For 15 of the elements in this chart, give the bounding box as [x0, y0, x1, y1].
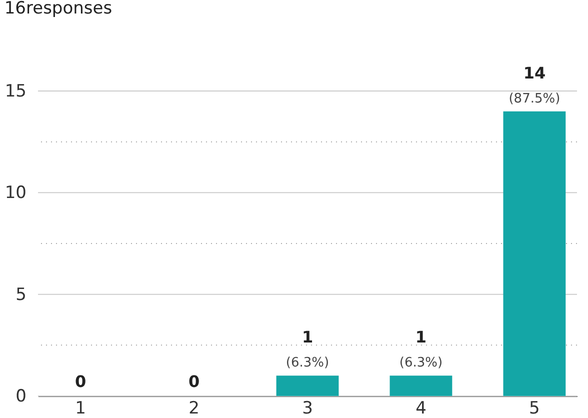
y-tick-label: 5: [16, 284, 26, 305]
x-tick-label: 4: [416, 398, 426, 418]
data-label: 0: [188, 372, 200, 391]
text: 14 (87.5%): [508, 63, 560, 106]
text: 1 (6.3%): [399, 328, 443, 371]
y-tick-label: 10: [4, 183, 26, 204]
chart-title: 16responses: [4, 0, 112, 18]
y-tick-label: 15: [4, 82, 26, 102]
text: 1 (6.3%): [286, 328, 330, 371]
x-tick-label: 5: [529, 398, 540, 418]
y-tick-label: 0: [16, 386, 26, 406]
x-tick-label: 1: [75, 398, 86, 418]
x-tick-label: 3: [302, 398, 313, 418]
x-tick-label: 2: [188, 398, 200, 418]
data-label: 0: [74, 372, 86, 391]
